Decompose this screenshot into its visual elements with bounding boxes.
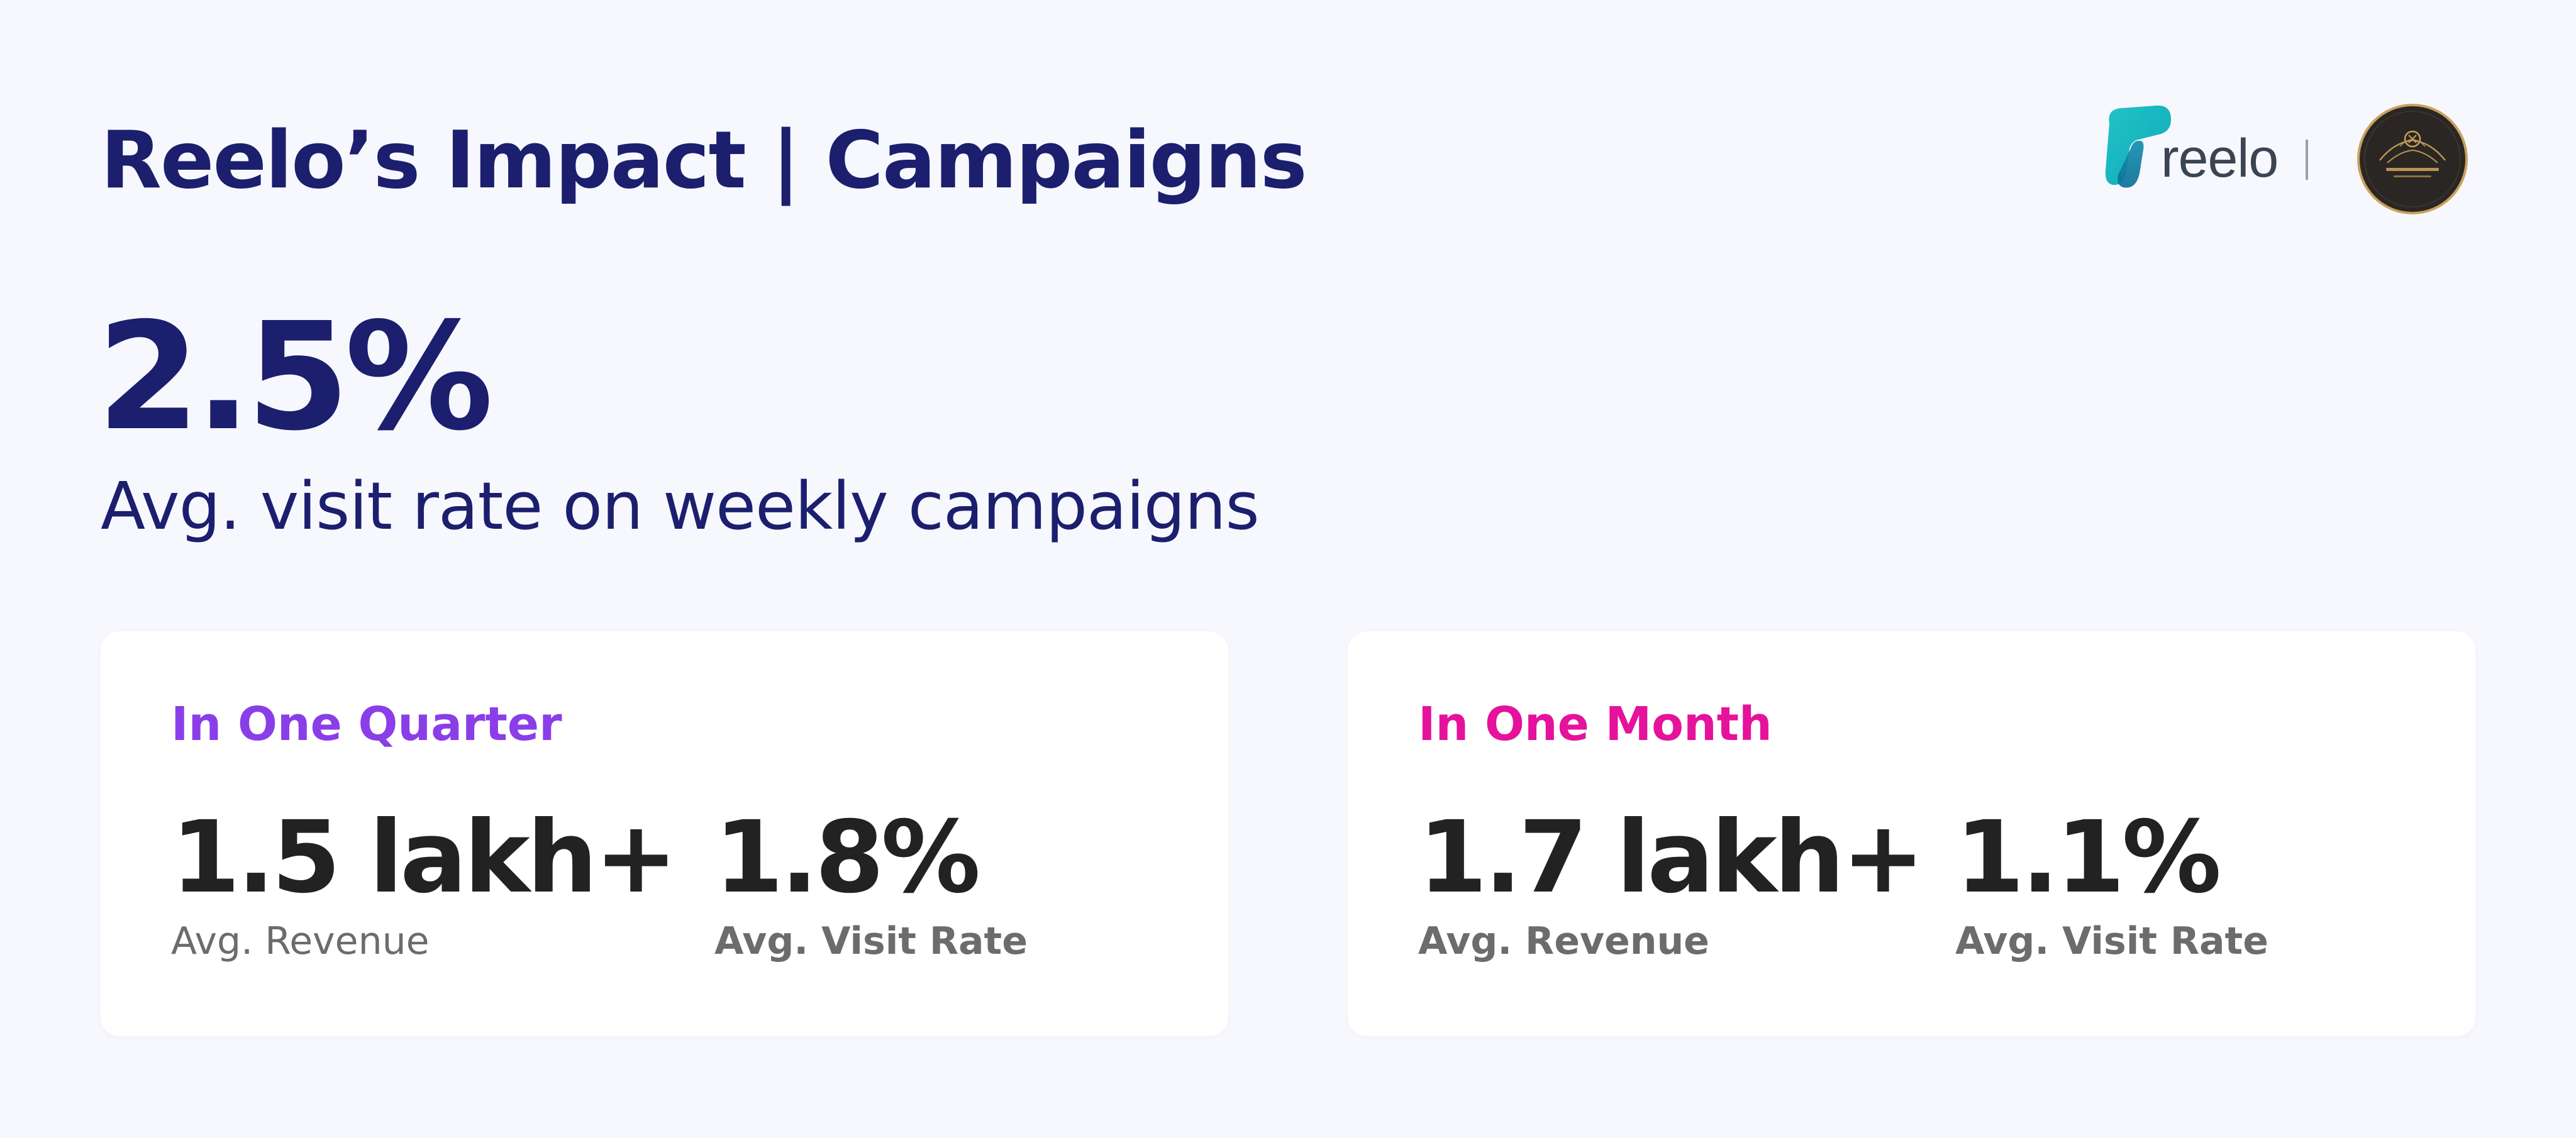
- month-revenue-metric: 1.7 lakh+ Avg. Revenue: [1418, 800, 1925, 963]
- logo-group: reelo: [2101, 101, 2475, 220]
- hero-visit-rate-caption: Avg. visit rate on weekly campaigns: [101, 468, 1260, 544]
- page-title: Reelo’s Impact | Campaigns: [101, 114, 1307, 206]
- month-visit-rate-label: Avg. Visit Rate: [1955, 919, 2268, 963]
- quarter-revenue-value: 1.5 lakh+: [171, 800, 678, 915]
- quarter-visit-rate-metric: 1.8% Avg. Visit Rate: [714, 801, 1028, 963]
- month-stats-card: In One Month 1.7 lakh+ Avg. Revenue 1.1%…: [1348, 631, 2475, 1036]
- month-visit-rate-value: 1.1%: [1955, 800, 2221, 915]
- hero-visit-rate-value: 2.5%: [97, 290, 494, 463]
- quarter-card-title: In One Quarter: [171, 697, 562, 751]
- reelo-wordmark: reelo: [2161, 128, 2279, 189]
- quarter-visit-rate-label: Avg. Visit Rate: [714, 919, 1028, 963]
- quarter-stats-card: In One Quarter 1.5 lakh+ Avg. Revenue 1.…: [101, 631, 1228, 1036]
- month-visit-rate-metric: 1.1% Avg. Visit Rate: [1955, 801, 2268, 963]
- quarter-revenue-metric: 1.5 lakh+ Avg. Revenue: [171, 800, 678, 963]
- month-revenue-value: 1.7 lakh+: [1418, 800, 1925, 915]
- month-revenue-label: Avg. Revenue: [1418, 919, 1709, 963]
- month-card-title: In One Month: [1418, 697, 1772, 751]
- logo-divider: [2306, 140, 2308, 180]
- quarter-revenue-label: Avg. Revenue: [171, 919, 430, 963]
- quarter-visit-rate-value: 1.8%: [714, 800, 980, 915]
- reelo-logo-icon: [2105, 105, 2171, 188]
- partner-restaurant-seal-icon: [2357, 104, 2468, 214]
